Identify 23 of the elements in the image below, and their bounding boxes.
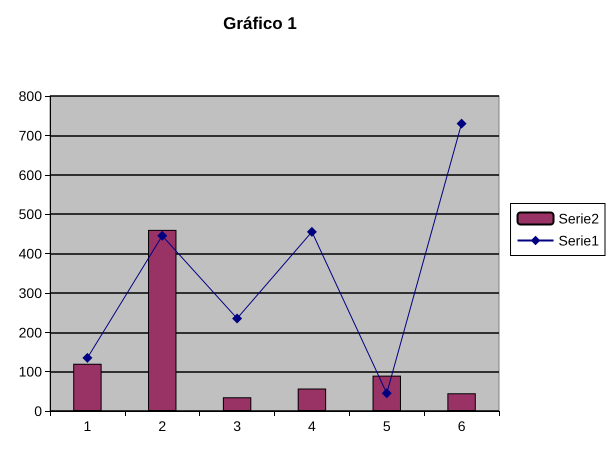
y-tick-label: 700 — [18, 127, 42, 144]
x-tick-label: 3 — [233, 418, 242, 434]
y-tick-label: 600 — [18, 166, 42, 183]
y-tick-label: 200 — [18, 324, 42, 340]
y-tick-label: 100 — [18, 364, 42, 380]
y-tick-label: 0 — [34, 403, 42, 419]
chart-title: Gráfico 1 — [223, 14, 297, 33]
x-tick-label: 6 — [458, 418, 466, 434]
x-tick-label: 4 — [308, 418, 316, 434]
x-tick-label: 2 — [158, 418, 166, 434]
y-tick-label: 400 — [18, 246, 42, 262]
x-tick-label: 1 — [84, 418, 92, 434]
y-tick-label: 500 — [18, 206, 42, 222]
legend-label: Serie1 — [558, 232, 600, 248]
point — [306, 226, 317, 237]
point — [82, 352, 92, 363]
point — [157, 230, 168, 241]
point — [232, 313, 242, 324]
y-tick-label: 300 — [18, 284, 42, 301]
legend-label: Serie2 — [558, 210, 600, 226]
y-tick-label: 800 — [18, 88, 42, 104]
x-tick-label: 5 — [382, 418, 391, 434]
point — [456, 118, 467, 129]
